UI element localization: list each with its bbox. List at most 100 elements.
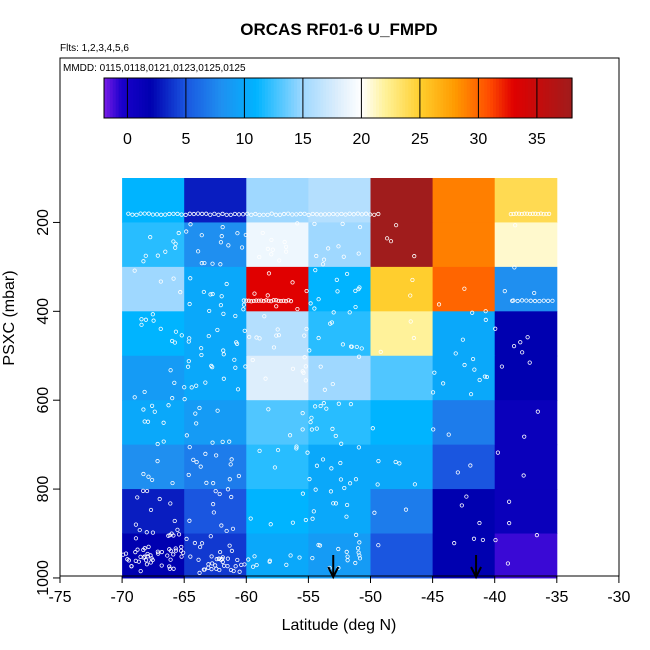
data-point xyxy=(533,211,538,216)
colorbar-segment xyxy=(235,78,240,118)
colorbar-tick-label: 5 xyxy=(181,131,190,148)
y-axis: 200 400 600 800 1000 xyxy=(35,209,60,596)
data-point xyxy=(288,299,294,304)
data-point xyxy=(288,553,293,558)
data-point xyxy=(355,211,360,216)
data-point xyxy=(141,407,146,412)
colorbar-segment xyxy=(352,78,357,118)
data-point xyxy=(339,441,344,446)
colorbar-segment xyxy=(501,78,506,118)
data-point xyxy=(188,222,193,227)
colorbar-segment xyxy=(171,78,175,118)
data-point xyxy=(295,221,300,226)
data-point xyxy=(219,294,224,299)
colorbar-segment xyxy=(378,78,383,118)
heatmap-cell xyxy=(432,444,496,490)
data-point xyxy=(161,439,166,444)
heatmap-cell xyxy=(494,444,558,490)
data-point xyxy=(241,298,246,303)
data-point xyxy=(210,440,215,445)
data-point xyxy=(304,326,309,332)
data-point xyxy=(313,268,318,273)
colorbar-segment xyxy=(478,78,482,118)
data-point xyxy=(313,487,318,492)
heatmap-cell xyxy=(122,355,185,401)
data-point xyxy=(483,309,488,314)
data-point xyxy=(189,385,194,390)
data-point xyxy=(300,411,305,416)
colorbar-segment xyxy=(221,78,225,118)
heatmap-cell xyxy=(494,355,558,401)
data-point xyxy=(152,409,157,414)
data-point xyxy=(173,245,178,250)
colorbar-segment xyxy=(536,78,541,118)
data-point xyxy=(464,494,469,499)
data-point xyxy=(538,211,544,216)
data-point xyxy=(187,211,192,216)
colorbar-segment xyxy=(197,78,202,118)
data-point xyxy=(186,472,191,478)
heatmap-cell xyxy=(184,311,247,357)
data-point xyxy=(356,550,361,555)
data-point xyxy=(142,389,147,395)
colorbar-segment xyxy=(545,78,550,118)
data-point xyxy=(276,333,282,338)
data-point xyxy=(378,349,383,355)
data-point xyxy=(510,298,515,304)
data-point xyxy=(441,381,446,386)
colorbar-segment xyxy=(495,78,500,118)
colorbar-segment xyxy=(440,78,444,118)
colorbar-segment xyxy=(528,78,532,118)
data-point xyxy=(224,281,229,287)
data-point xyxy=(372,510,377,515)
data-point xyxy=(208,212,213,217)
heatmap-cell xyxy=(432,489,496,535)
data-point xyxy=(214,557,219,562)
heatmap-cell xyxy=(246,178,309,223)
x-tick-label: -65 xyxy=(173,589,196,606)
heatmap-cell xyxy=(494,222,558,268)
colorbar-segment xyxy=(282,78,286,118)
data-point xyxy=(307,477,312,482)
data-point xyxy=(155,459,160,464)
data-point xyxy=(234,340,239,345)
data-point xyxy=(155,441,160,447)
data-point xyxy=(274,298,279,303)
data-point xyxy=(171,552,176,557)
colorbar-segment xyxy=(191,78,196,118)
colorbar-segment xyxy=(142,78,146,118)
data-point xyxy=(216,556,222,561)
data-point xyxy=(265,246,270,252)
data-point xyxy=(393,459,398,465)
colorbar-frame xyxy=(103,77,573,119)
data-point xyxy=(233,313,238,319)
colorbar-segment xyxy=(370,78,374,118)
colorbar-segment xyxy=(115,78,120,118)
x-tick-label: -60 xyxy=(235,589,258,606)
colorbar-segment xyxy=(332,78,336,118)
heatmap-cell xyxy=(432,178,496,223)
colorbar-segment xyxy=(428,78,433,118)
colorbar-segment xyxy=(446,78,450,118)
data-point xyxy=(546,298,551,303)
data-point xyxy=(277,212,283,217)
colorbar-segment xyxy=(513,78,518,118)
data-point xyxy=(516,211,522,216)
colorbar-segment xyxy=(247,78,251,118)
data-point xyxy=(359,346,364,351)
heatmap-cell xyxy=(494,489,558,535)
data-point xyxy=(179,212,184,217)
data-point xyxy=(130,212,135,217)
colorbar-segment xyxy=(194,78,199,118)
data-point xyxy=(250,564,256,569)
data-point xyxy=(502,289,507,294)
heatmap-cell xyxy=(308,311,371,357)
data-point xyxy=(191,211,196,217)
data-point xyxy=(220,211,225,216)
colorbar-segment xyxy=(457,78,462,118)
colorbar-tick-label: 15 xyxy=(294,131,312,148)
data-point xyxy=(326,246,331,251)
data-point xyxy=(218,303,224,308)
data-point xyxy=(194,383,199,388)
data-point xyxy=(179,544,184,550)
